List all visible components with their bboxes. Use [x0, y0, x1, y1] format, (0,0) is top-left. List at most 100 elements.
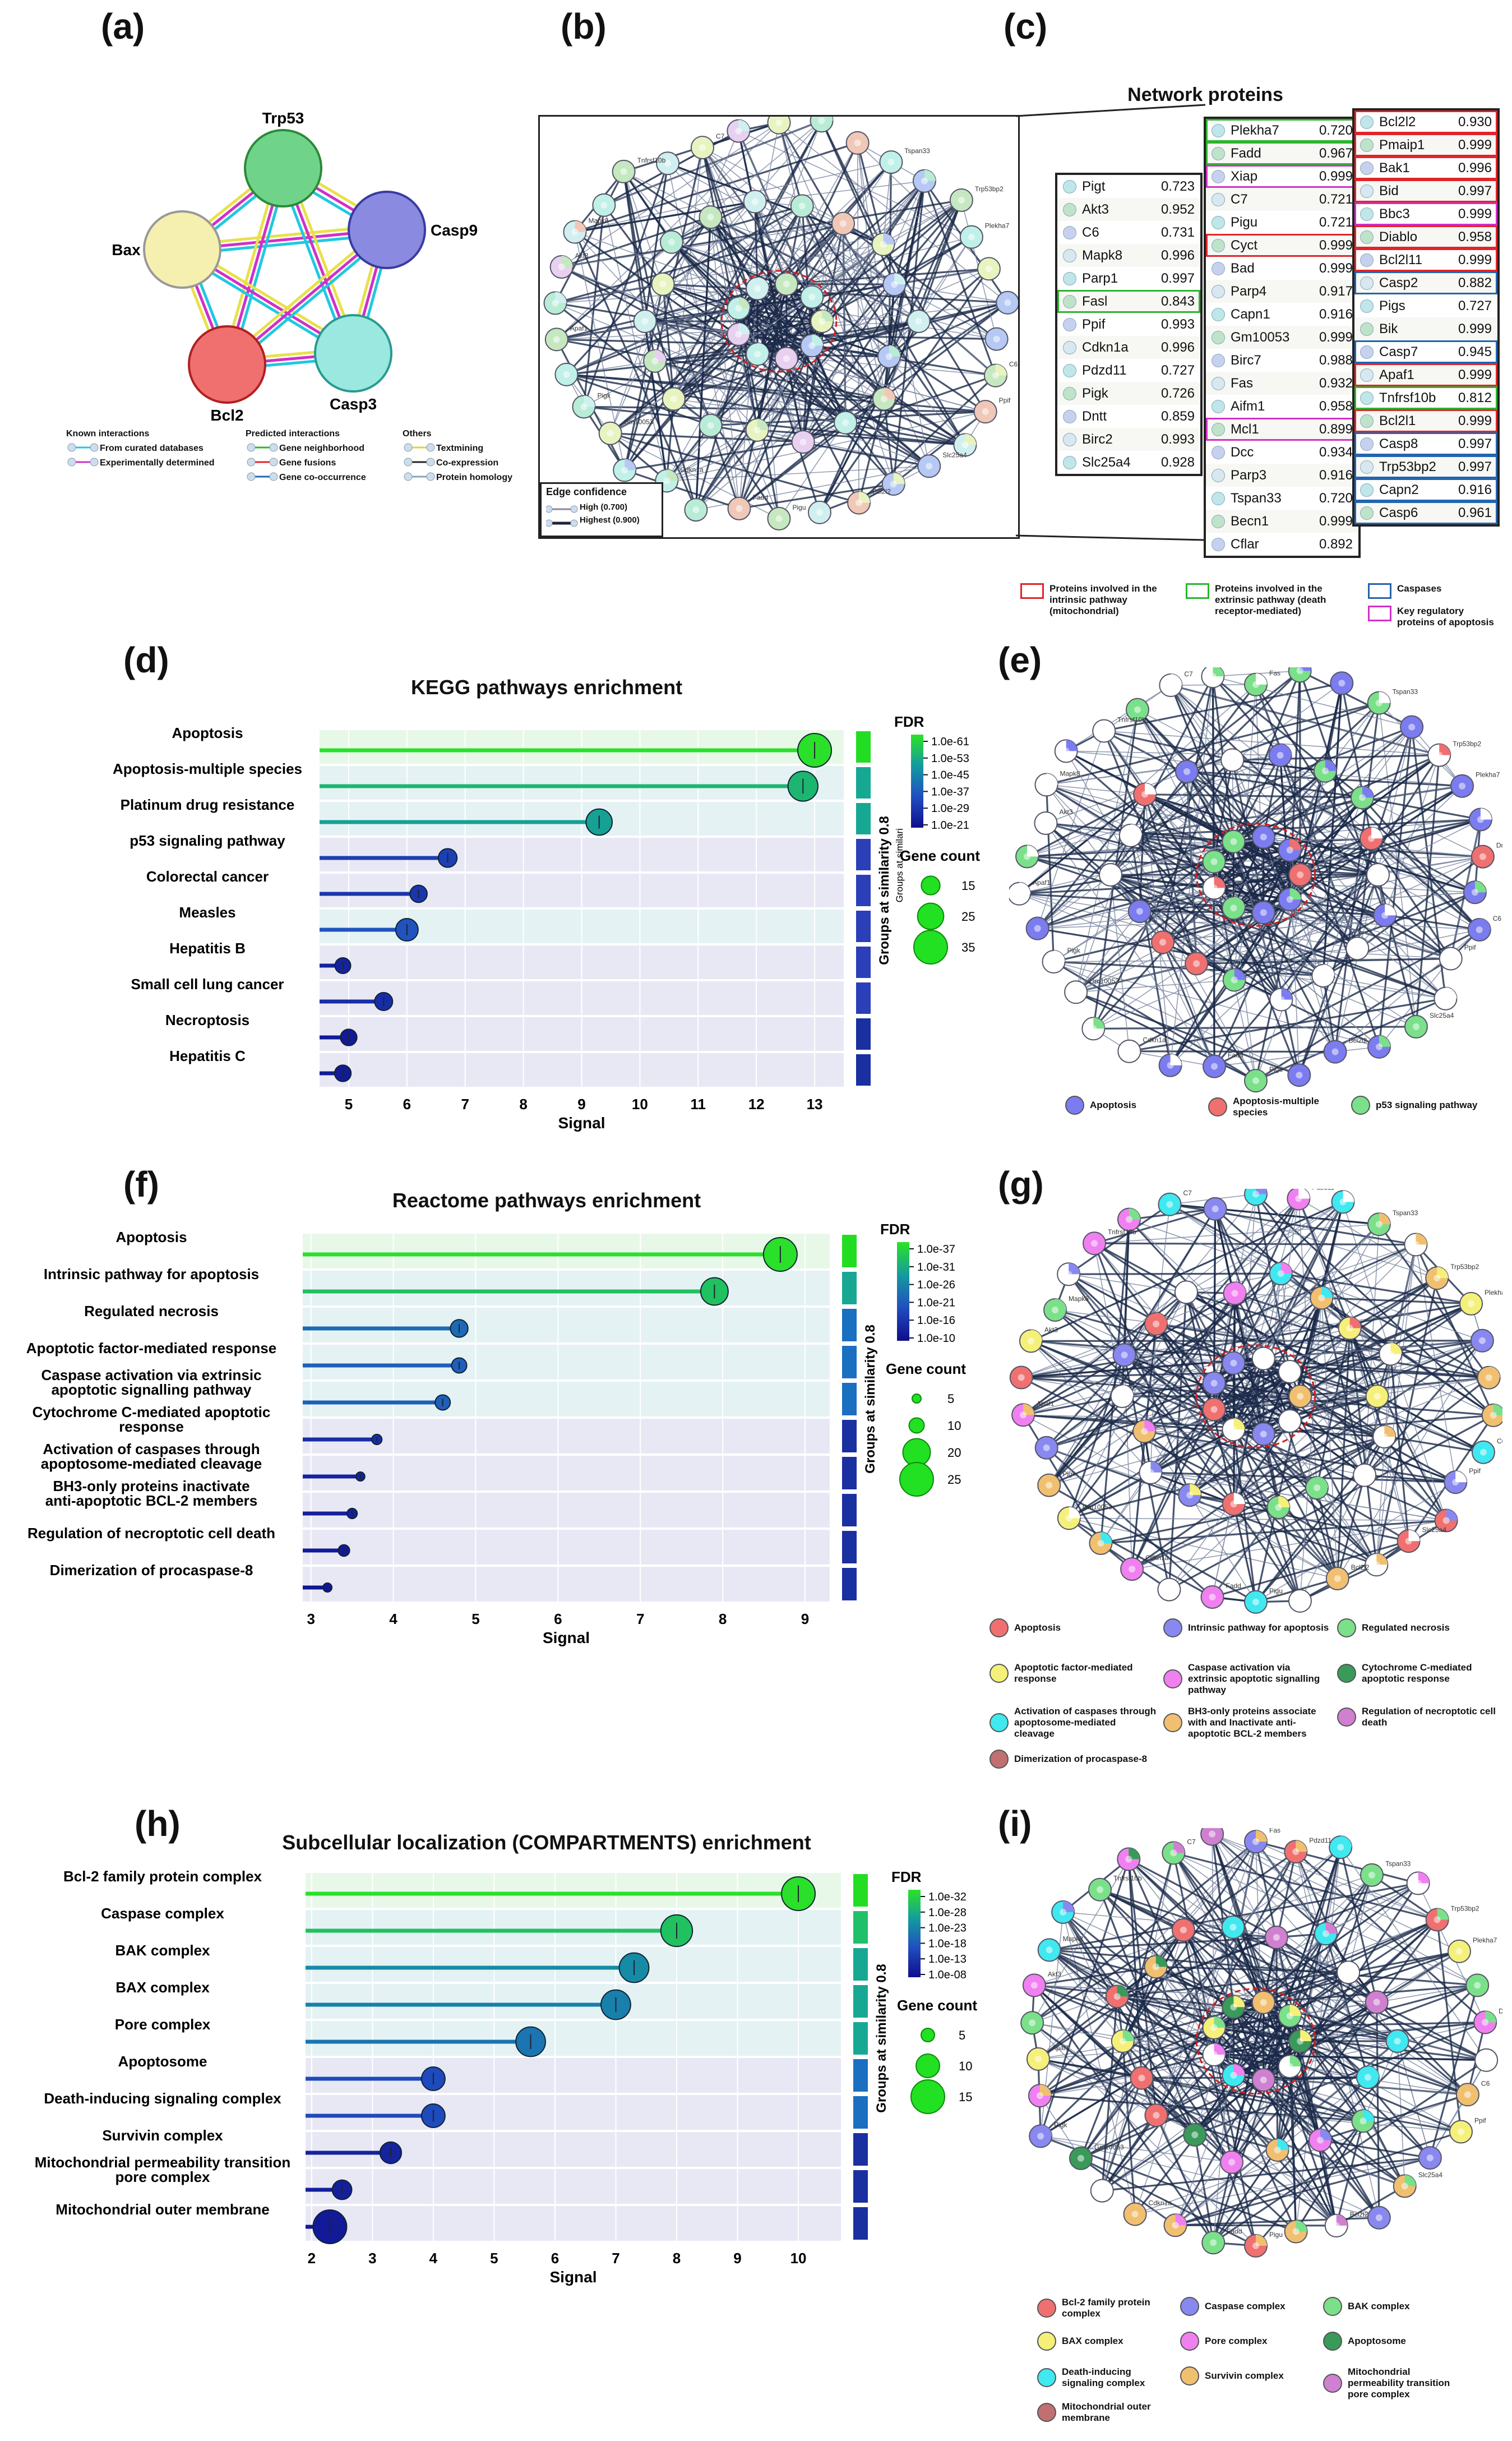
- protein-node: [1202, 2043, 1226, 2067]
- protein-score: 0.999: [1458, 413, 1492, 428]
- protein-node-structure-icon: [1090, 1025, 1097, 1032]
- network-edge: [1364, 1377, 1490, 1476]
- x-tick-label: 12: [748, 1096, 765, 1113]
- protein-dot-icon: [1212, 514, 1225, 528]
- fdr-colorbar-segment: [911, 818, 923, 821]
- protein-node: [1325, 1566, 1349, 1590]
- protein-dot-icon: [1212, 353, 1225, 367]
- protein-node-slice: [889, 345, 900, 357]
- protein-node-slice: [1439, 744, 1451, 755]
- fdr-colorbar-segment: [911, 785, 923, 788]
- network-edge: [1334, 727, 1412, 1052]
- protein-node: [1178, 1483, 1202, 1507]
- network-edge: [654, 147, 704, 362]
- protein-row: Capn2 0.916: [1354, 478, 1497, 501]
- protein-node-slice: [1317, 1476, 1329, 1488]
- x-tick-label: 2: [308, 2250, 316, 2267]
- fdr-colorbar-segment: [908, 1928, 921, 1932]
- legend-label: Bcl-2 family protein complex: [1062, 2297, 1150, 2319]
- network-edge: [1289, 1919, 1438, 2017]
- protein-node-structure-icon: [1286, 847, 1293, 854]
- protein-node-slice: [1280, 1262, 1292, 1274]
- network-edge: [1362, 797, 1483, 857]
- fdr-tick-label: 1.0e-26: [917, 1279, 955, 1291]
- protein-node: [1157, 1577, 1181, 1602]
- network-edge: [702, 147, 812, 298]
- network-edge: [1233, 837, 1265, 908]
- protein-node-structure-icon: [1286, 896, 1293, 903]
- protein-node: [1434, 1508, 1458, 1533]
- row-band: [303, 1567, 830, 1602]
- fdr-colorbar-segment: [911, 783, 923, 786]
- network-edge: [1348, 1950, 1460, 1973]
- network-edge: [1233, 849, 1291, 909]
- network-edge: [1232, 760, 1324, 976]
- fdr-colorbar-segment: [911, 809, 923, 812]
- network-edge: [858, 375, 996, 504]
- protein-node: [1034, 811, 1058, 835]
- network-edge: [1263, 1202, 1344, 1359]
- legend-swatch-icon: [989, 1618, 1009, 1637]
- category-label: Apoptosis: [115, 1229, 187, 1245]
- network-edge: [624, 441, 803, 472]
- network-edge: [1280, 1272, 1472, 1305]
- panel-i-legend: Bcl-2 family protein complex Caspase comp…: [1037, 2294, 1512, 2439]
- category-label: Dimerization of procaspase-8: [50, 1562, 253, 1579]
- protein-node: [1174, 1280, 1198, 1304]
- fdr-colorbar-segment: [911, 822, 923, 825]
- protein-node: [1201, 2231, 1226, 2255]
- network-edge: [1233, 1847, 1341, 1928]
- network-edge: [1212, 1834, 1215, 2028]
- protein-node: [1288, 1589, 1312, 1613]
- network-edge: [1039, 2027, 1215, 2097]
- protein-node-label: Trp53bp2: [1451, 1904, 1479, 1912]
- network-edge: [1019, 893, 1358, 949]
- protein-node: [1222, 1995, 1246, 2019]
- protein-node: [953, 433, 977, 457]
- gene-count-legend-dot: [921, 2028, 935, 2042]
- group-label: Groups at similarity 0.8: [877, 816, 892, 965]
- protein-node-structure-icon: [1091, 1240, 1098, 1247]
- protein-node-slice: [625, 459, 636, 470]
- category-label: Regulation of necroptotic cell death: [27, 1525, 275, 1542]
- network-edge: [584, 405, 965, 446]
- legend-swatch-icon: [1065, 1096, 1084, 1115]
- group-bar: [853, 2096, 868, 2129]
- legend-item: p53 signaling pathway: [1351, 1096, 1488, 1115]
- legend-swatch-icon: [1163, 1713, 1182, 1732]
- protein-node: [699, 413, 723, 437]
- fdr-tick-label: 1.0e-32: [928, 1891, 967, 1903]
- network-edge: [1234, 1293, 1494, 1416]
- protein-score: 0.917: [1319, 283, 1353, 299]
- protein-node-structure-icon: [1452, 1479, 1459, 1486]
- protein-row: Cyct 0.999: [1206, 234, 1358, 257]
- group-bar: [856, 803, 871, 834]
- network-edge: [1162, 942, 1257, 1082]
- network-edge: [1080, 2157, 1176, 2226]
- network-edge: [1255, 1842, 1264, 2080]
- protein-dot-icon: [1063, 225, 1076, 239]
- protein-node-structure-icon: [659, 280, 667, 288]
- node-bax: Bax: [112, 241, 141, 259]
- protein-node: [1463, 880, 1487, 905]
- protein-node-label: Cdkn1a: [680, 465, 704, 473]
- network-edge: [1300, 1540, 1409, 1602]
- legend-known-1: Experimentally determined: [100, 458, 215, 468]
- network-edge: [843, 223, 997, 340]
- category-label: Activation of caspases through: [43, 1441, 260, 1457]
- network-edge: [1196, 819, 1481, 965]
- protein-node: [1400, 715, 1424, 739]
- network-edge: [1141, 2077, 1363, 2122]
- network-edge: [1155, 1965, 1468, 2096]
- legend-label: BAX complex: [1062, 2336, 1123, 2346]
- protein-node-structure-icon: [1477, 816, 1484, 823]
- protein-name: Plekha7: [1231, 122, 1279, 138]
- protein-node: [1220, 748, 1245, 772]
- protein-node-label: Gm10053: [1089, 977, 1119, 985]
- group-bar: [856, 1054, 871, 1086]
- network-edge: [1214, 2040, 1301, 2056]
- network-edge: [1213, 861, 1291, 901]
- protein-node-structure-icon: [1230, 905, 1237, 912]
- protein-node-structure-icon: [1170, 1849, 1177, 1857]
- protein-node-slice: [1063, 1900, 1075, 1912]
